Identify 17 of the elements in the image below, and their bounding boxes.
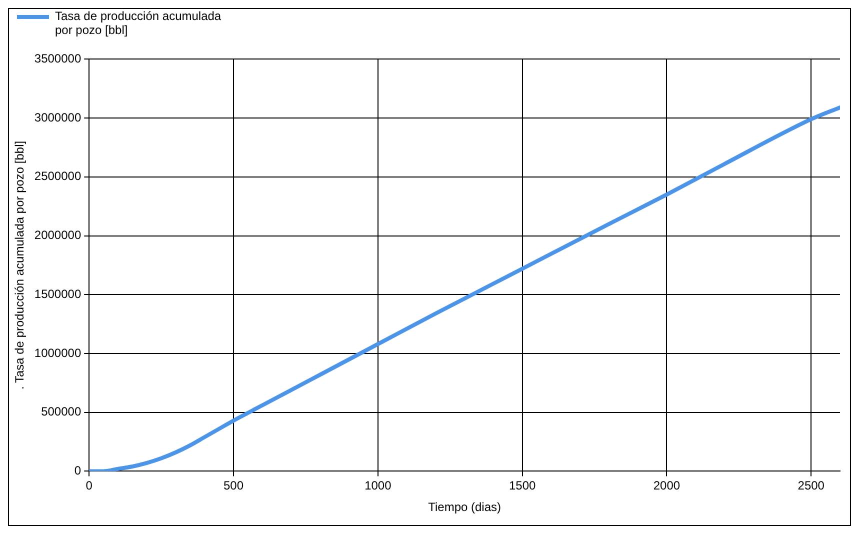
legend-label: Tasa de producción acumulada por pozo [bbl] [55, 9, 222, 37]
y-tick-label: 2000000 [34, 228, 82, 242]
y-tick-label: 3000000 [34, 110, 82, 124]
x-tick-label: 0 [86, 478, 93, 493]
x-axis-title: Tiempo (dias) [428, 500, 502, 514]
x-tick-label: 2000 [653, 478, 680, 493]
y-tick-label: 3500000 [34, 52, 82, 66]
y-tick-label: 500000 [41, 404, 82, 419]
x-tick-label: 1500 [508, 478, 536, 493]
x-tick-label: 500 [224, 478, 244, 493]
y-tick-label: 0 [74, 464, 82, 478]
x-tick-label: 2500 [798, 478, 825, 493]
x-tick-label: 1000 [364, 478, 392, 493]
y-tick-label: 1000000 [34, 346, 82, 360]
y-tick-label: 1500000 [34, 286, 82, 301]
y-tick-label: 2500000 [34, 169, 82, 184]
y-axis-title: . Tasa de producción acumulada por pozo [bbl] [12, 140, 27, 390]
